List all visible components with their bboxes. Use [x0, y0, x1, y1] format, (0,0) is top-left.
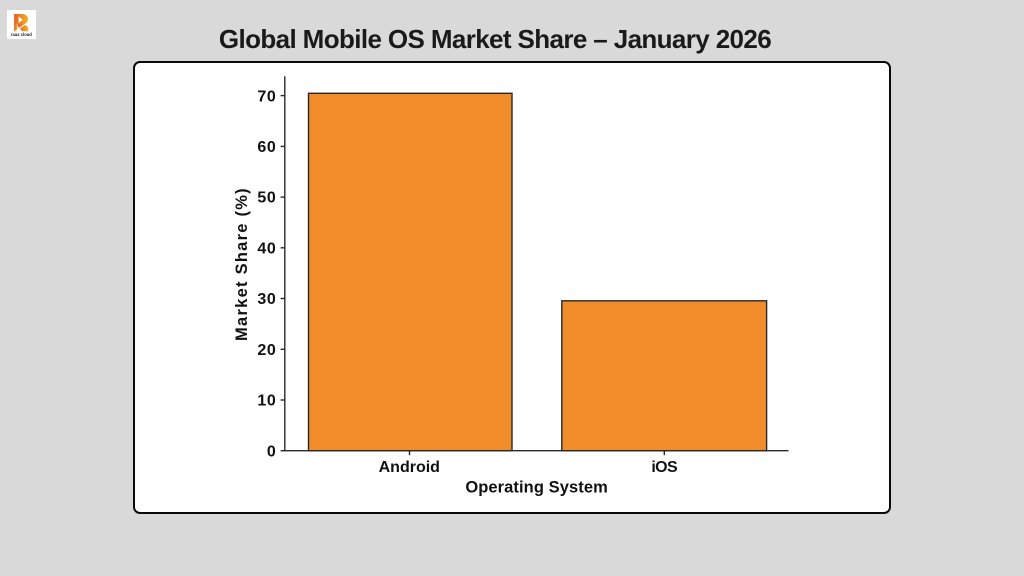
svg-text:10: 10 [257, 393, 276, 410]
svg-text:40: 40 [257, 241, 276, 258]
svg-text:60: 60 [257, 139, 276, 156]
svg-text:Market Share (%): Market Share (%) [233, 187, 251, 341]
svg-text:iOS: iOS [651, 459, 678, 476]
svg-text:30: 30 [257, 291, 276, 308]
svg-text:50: 50 [257, 190, 276, 207]
svg-text:Operating System: Operating System [465, 478, 608, 496]
svg-text:raas cloud: raas cloud [11, 31, 32, 36]
svg-text:Android: Android [379, 459, 440, 476]
svg-text:70: 70 [257, 88, 276, 105]
svg-text:20: 20 [257, 342, 276, 359]
svg-text:0: 0 [267, 443, 276, 460]
